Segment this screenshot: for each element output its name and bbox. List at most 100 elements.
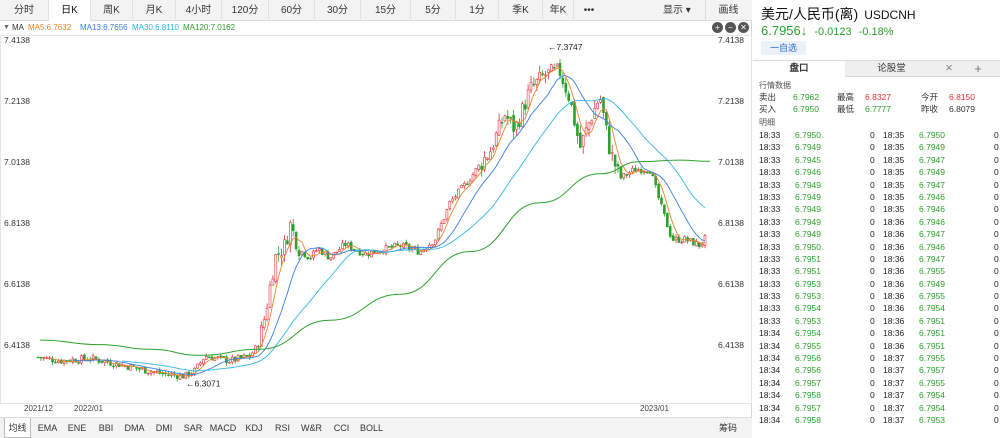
indicator-6[interactable]: SAR [183, 423, 203, 433]
candle-body [228, 362, 231, 364]
tick-price: 6.7956 [795, 365, 821, 376]
tick-time: 18:36 [883, 278, 905, 289]
tab-timeframe-2[interactable]: 周K [91, 0, 133, 21]
candle-body [578, 132, 582, 148]
quote-label: 今开 [921, 92, 939, 102]
tick-time: 18:36 [883, 328, 905, 339]
tick-price: 6.7956 [795, 353, 821, 364]
tab-orderbook[interactable]: 盘口 [753, 61, 845, 77]
tab-timeframe-10[interactable]: 1分 [456, 0, 499, 21]
candle-body [56, 360, 60, 364]
more-button[interactable]: ••• [583, 5, 595, 16]
last-price: 6.7956↓ [761, 23, 808, 38]
candle-body [657, 183, 660, 199]
tick-row: 18:34 6.7954 0 18:36 6.7951 0 [753, 327, 1000, 339]
candle-body [71, 358, 75, 363]
tab-timeframe-1[interactable]: 日K [49, 0, 91, 21]
tick-price: 6.7955 [795, 340, 821, 351]
indicator-3[interactable]: BBI [98, 423, 114, 433]
candle-body [291, 224, 295, 232]
tick-volume: 0 [994, 315, 999, 326]
chips-button[interactable]: 筹码 [718, 423, 737, 433]
tab-timeframe-0[interactable]: 分时 [0, 0, 49, 21]
tick-volume: 0 [870, 390, 875, 401]
tick-row: 18:34 6.7957 0 18:37 6.7954 0 [753, 402, 1000, 414]
candle-body [51, 358, 54, 363]
plus-circle-icon[interactable]: + [712, 22, 723, 33]
display-dropdown[interactable]: 显示 ▾ [663, 0, 691, 21]
indicator-2[interactable]: ENE [67, 423, 87, 433]
price-change: -0.0123 [814, 26, 852, 38]
tick-price: 6.7949 [795, 191, 821, 202]
ma30-line [122, 98, 706, 372]
tick-price: 6.7949 [795, 204, 821, 215]
ma-legend-item: MA13:6.7656 [80, 23, 128, 32]
candle-body [645, 171, 649, 174]
ma-label: MA [12, 23, 24, 32]
collapse-triangle-icon[interactable]: ▼ [3, 24, 10, 31]
quote-label: 昨收 [921, 104, 939, 114]
tab-timeframe-5[interactable]: 120分 [222, 0, 269, 21]
tick-volume: 0 [870, 253, 875, 264]
tick-time: 18:36 [883, 340, 905, 351]
tick-volume: 0 [994, 241, 999, 252]
tick-time: 18:33 [759, 291, 781, 302]
indicator-8[interactable]: KDJ [245, 423, 263, 433]
tick-row: 18:33 6.7949 0 18:35 6.7946 0 [753, 191, 1000, 203]
close-tab-icon[interactable]: ✕ [945, 63, 953, 74]
tab-timeframe-9[interactable]: 5分 [411, 0, 456, 21]
indicator-4[interactable]: DMA [124, 423, 145, 433]
tick-row: 18:33 6.7950 0 18:35 6.7950 0 [753, 129, 1000, 141]
x-tick-label: 2021/12 [24, 404, 53, 413]
tick-time: 18:34 [759, 402, 781, 413]
indicator-11[interactable]: CCI [333, 423, 350, 433]
candle-body [306, 256, 310, 260]
quote-table: 卖出 6.7962 最高 6.8327 今开 6.8150 买入 6.7950 最低 6.7777… [753, 92, 1000, 116]
candle-body [596, 102, 600, 109]
tick-price: 6.7954 [919, 390, 945, 401]
tab-timeframe-11[interactable]: 季K [499, 0, 543, 21]
candle-body [694, 241, 698, 247]
indicator-9[interactable]: RSI [274, 423, 290, 433]
tick-list: 18:33 6.7950 0 18:35 6.7950 0 18:33 6.7949 0 18:3… [753, 129, 1000, 426]
tick-price: 6.7950 [795, 130, 821, 140]
indicator-7[interactable]: MACD [209, 423, 237, 433]
candle-body [512, 114, 515, 132]
candle-body [460, 185, 463, 189]
indicator-0[interactable]: 均线 [4, 418, 31, 438]
ticks-section-title: 明细 [759, 118, 775, 127]
candle-body [692, 238, 695, 246]
tab-timeframe-7[interactable]: 30分 [315, 0, 361, 21]
tick-row: 18:34 6.7956 0 18:37 6.7955 0 [753, 352, 1000, 364]
draw-line-button[interactable]: 画线 [705, 0, 751, 21]
tab-timeframe-6[interactable]: 60分 [269, 0, 315, 21]
minus-circle-icon[interactable]: − [725, 22, 736, 33]
tick-volume: 0 [870, 328, 875, 339]
candle-body [80, 355, 83, 364]
tick-price: 6.7954 [919, 402, 945, 413]
tick-time: 18:35 [883, 204, 905, 215]
tick-row: 18:33 6.7949 0 18:35 6.7947 0 [753, 179, 1000, 191]
tab-timeframe-4[interactable]: 4小时 [176, 0, 222, 21]
tick-row: 18:33 6.7951 0 18:36 6.7947 0 [753, 253, 1000, 265]
indicator-5[interactable]: DMI [155, 423, 173, 433]
indicator-12[interactable]: BOLL [359, 423, 383, 433]
candlestick-chart[interactable]: 7.4138 7.4138 7.2138 7.2138 7.0138 7.0138 6.81… [0, 35, 752, 405]
candle-body [529, 82, 533, 91]
candle-body [178, 374, 182, 380]
add-watchlist-button[interactable]: 一自选 [761, 41, 806, 55]
tab-timeframe-8[interactable]: 15分 [361, 0, 411, 21]
tab-timeframe-12[interactable]: 年K [543, 0, 574, 21]
tick-volume: 0 [870, 340, 875, 351]
tick-time: 18:35 [883, 167, 905, 178]
indicator-10[interactable]: W&R [301, 423, 322, 433]
quote-value: 6.7962 [793, 92, 819, 102]
tab-timeframe-3[interactable]: 月K [133, 0, 176, 21]
candle-body [39, 356, 43, 359]
add-tab-icon[interactable]: + [974, 61, 982, 76]
tab-forum[interactable]: 论股堂 [877, 63, 906, 74]
tick-row: 18:34 6.7958 0 18:37 6.7953 0 [753, 414, 1000, 426]
candle-body [671, 235, 675, 241]
indicator-1[interactable]: EMA [37, 423, 58, 433]
close-circle-icon[interactable]: ✕ [738, 22, 749, 33]
